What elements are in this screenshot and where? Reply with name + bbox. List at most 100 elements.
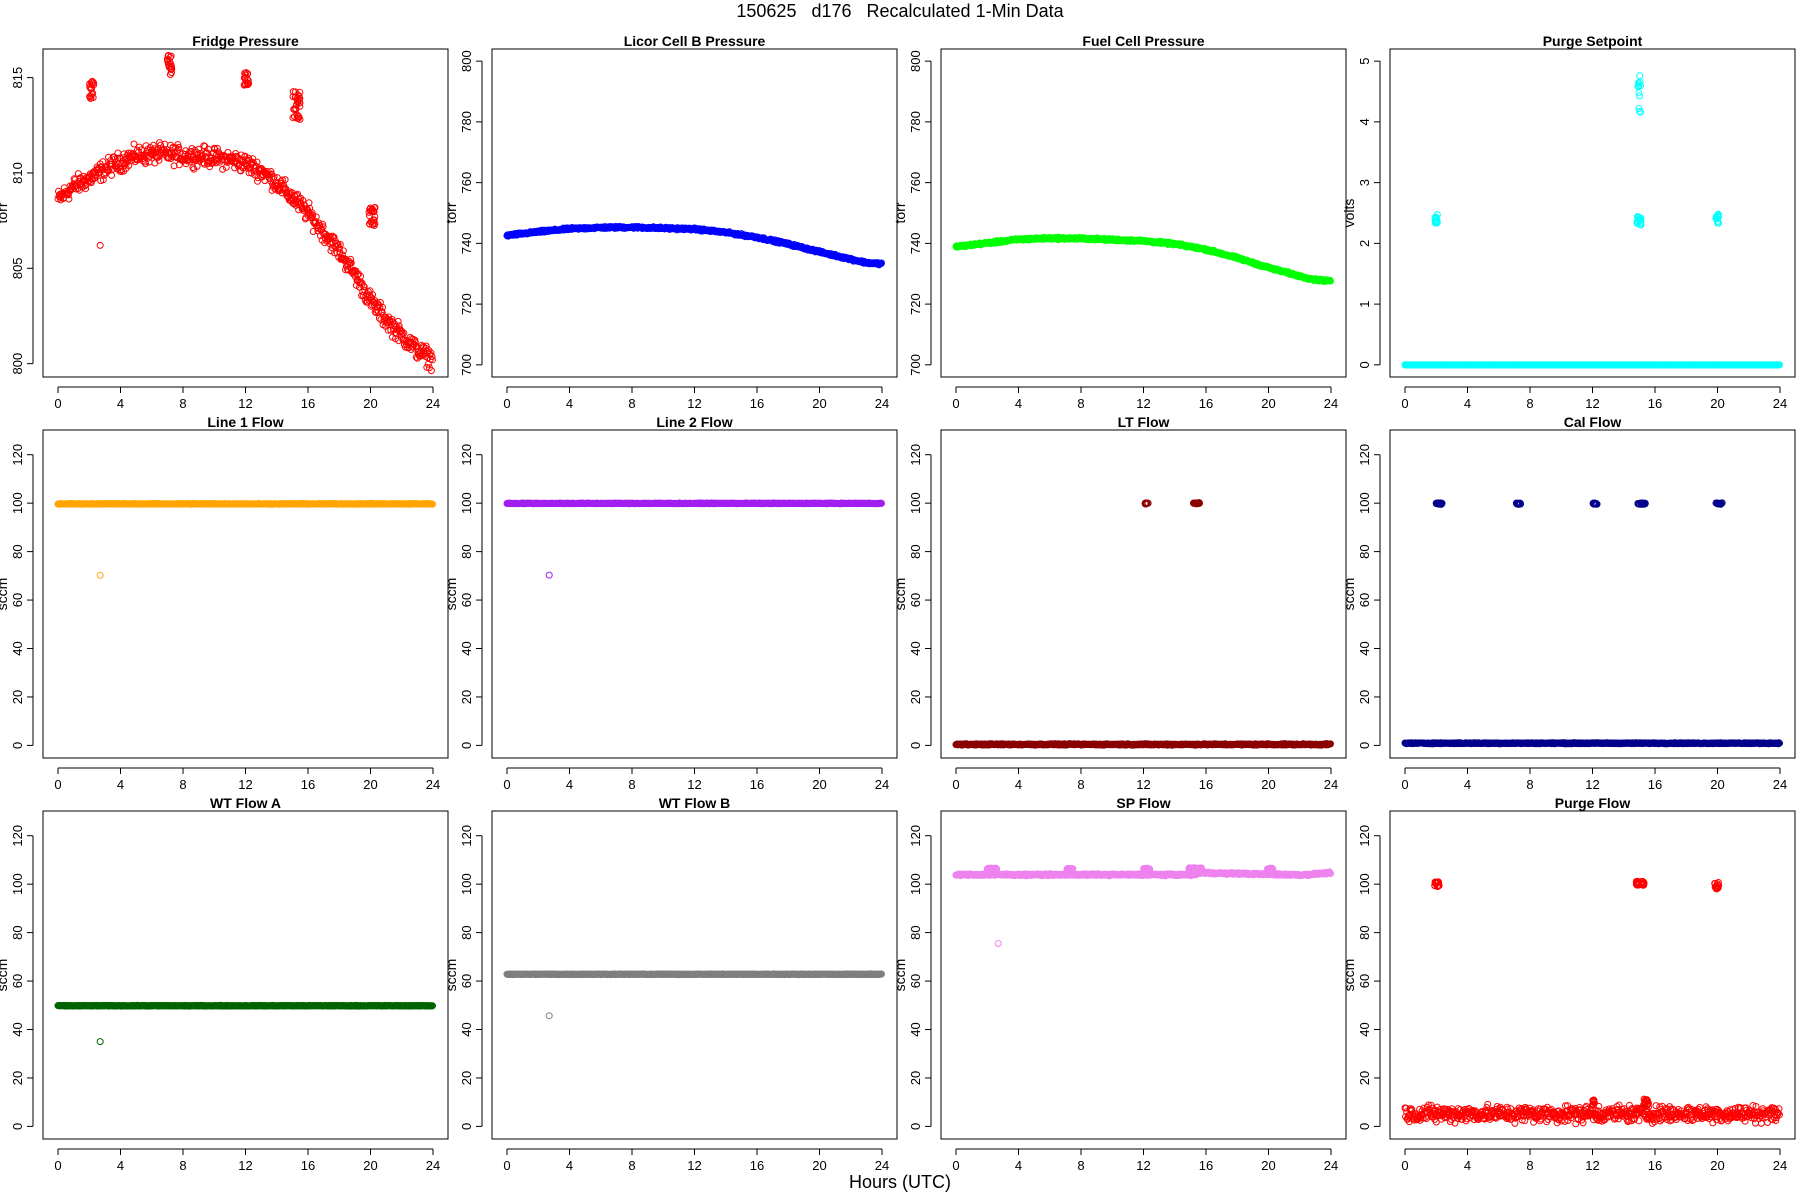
data-point (200, 142, 208, 150)
data-point (224, 148, 232, 156)
x-tick-label: 24 (875, 777, 889, 792)
y-tick-label: 800 (908, 50, 923, 72)
x-tick-label: 20 (363, 777, 377, 792)
y-tick-label: 780 (908, 111, 923, 133)
data-series (54, 499, 436, 579)
x-tick-label: 24 (1773, 396, 1787, 411)
x-tick-label: 8 (1526, 396, 1533, 411)
y-axis-label: volts (1341, 199, 1357, 228)
y-tick-label: 700 (908, 354, 923, 376)
data-point (331, 249, 339, 257)
x-tick-label: 0 (1401, 396, 1408, 411)
x-tick-label: 12 (1136, 396, 1150, 411)
data-point (120, 150, 128, 158)
y-axis-label: sccm (443, 578, 459, 611)
y-tick-label: 40 (459, 641, 474, 655)
data-point (309, 228, 317, 235)
data-point (370, 298, 378, 306)
x-tick-label: 12 (1585, 396, 1599, 411)
data-point (296, 94, 304, 102)
panel-title: LT Flow (1118, 414, 1170, 430)
data-point (429, 356, 436, 364)
y-tick-label: 0 (10, 742, 25, 749)
plot-frame (1389, 48, 1796, 378)
data-series (54, 52, 436, 375)
figure-title: 150625 d176 Recalculated 1-Min Data (736, 1, 1064, 21)
data-point (1636, 72, 1644, 80)
y-tick-label: 740 (459, 233, 474, 255)
data-point (241, 71, 249, 79)
data-point (166, 58, 174, 66)
x-tick-label: 16 (750, 777, 764, 792)
data-point (347, 259, 355, 267)
data-point (312, 213, 320, 221)
x-tick-label: 4 (1015, 777, 1022, 792)
data-point (296, 99, 304, 107)
data-point (394, 317, 402, 325)
data-point (253, 158, 261, 166)
x-tick-label: 20 (363, 396, 377, 411)
y-axis-label: sccm (0, 578, 10, 611)
data-point (327, 247, 335, 255)
data-point (417, 352, 424, 360)
data-point (307, 210, 315, 218)
y-tick-label: 3 (1357, 179, 1372, 186)
x-tick-label: 24 (1324, 777, 1338, 792)
data-point (355, 270, 362, 278)
data-point (142, 142, 150, 150)
data-point (249, 155, 257, 163)
data-point (370, 216, 378, 224)
y-tick-label: 40 (908, 641, 923, 655)
x-tick-label: 12 (687, 396, 701, 411)
data-point (267, 168, 275, 175)
data-series (952, 233, 1334, 285)
y-tick-label: 20 (908, 690, 923, 704)
data-point (335, 245, 343, 252)
y-tick-label: 100 (908, 492, 923, 514)
data-point (347, 255, 355, 263)
x-tick-label: 4 (1015, 396, 1022, 411)
data-point (149, 141, 157, 149)
data-point (74, 185, 82, 193)
data-point (545, 571, 553, 579)
data-point (254, 177, 261, 185)
y-tick-label: 720 (908, 293, 923, 315)
data-point (389, 318, 397, 326)
data-point (145, 158, 153, 166)
data-point (329, 232, 336, 240)
x-tick-label: 20 (1710, 396, 1724, 411)
x-tick-label: 4 (566, 396, 573, 411)
data-point (82, 185, 90, 193)
data-point (330, 233, 338, 241)
data-point (74, 170, 82, 178)
data-point (165, 63, 173, 71)
data-point (379, 303, 386, 311)
y-tick-label: 800 (10, 353, 25, 375)
panel-title: Fuel Cell Pressure (1082, 33, 1204, 49)
data-point (191, 156, 198, 164)
x-tick-label: 24 (875, 396, 889, 411)
data-series (503, 222, 885, 269)
data-point (154, 153, 162, 161)
y-tick-label: 120 (459, 444, 474, 466)
y-tick-label: 80 (459, 544, 474, 558)
data-point (155, 156, 163, 164)
x-tick-label: 24 (426, 777, 440, 792)
y-tick-label: 760 (459, 172, 474, 194)
x-tick-label: 16 (301, 777, 315, 792)
y-tick-label: 60 (908, 593, 923, 607)
x-tick-label: 12 (238, 396, 252, 411)
data-point (234, 153, 242, 161)
x-tick-label: 8 (179, 396, 186, 411)
data-point (285, 189, 293, 197)
data-point (88, 90, 96, 98)
data-point (193, 162, 201, 170)
panel-title: Fridge Pressure (192, 33, 299, 49)
data-point (305, 199, 313, 207)
data-point (370, 219, 377, 227)
y-tick-label: 60 (459, 593, 474, 607)
x-tick-label: 8 (179, 777, 186, 792)
